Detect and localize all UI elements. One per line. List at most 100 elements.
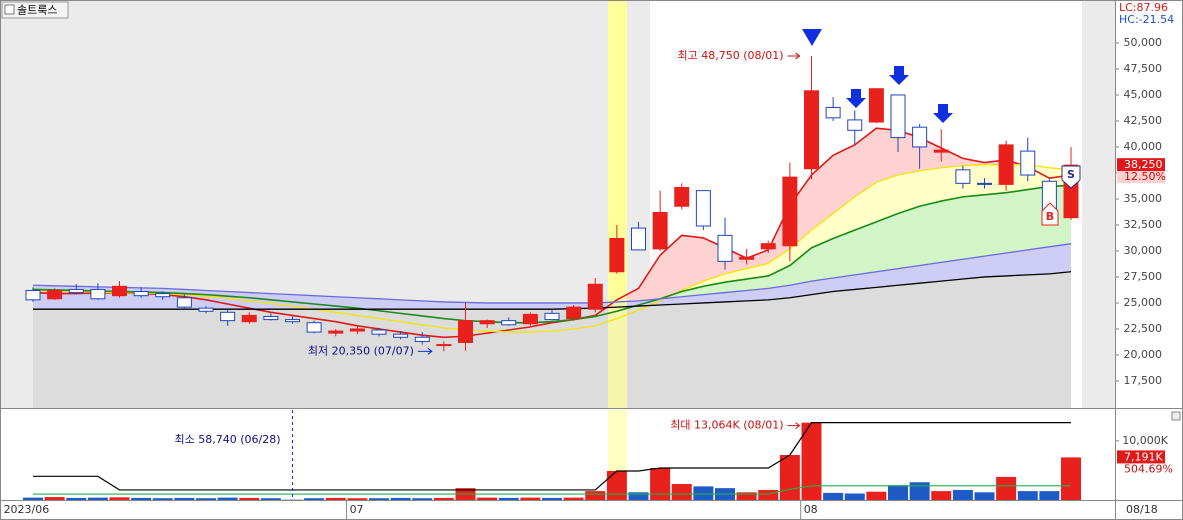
candle-body bbox=[544, 312, 560, 321]
volume-bar bbox=[196, 498, 216, 500]
candle-body bbox=[285, 319, 300, 323]
candle-body bbox=[587, 283, 603, 310]
y-tick-label: 20,000 bbox=[1124, 348, 1163, 361]
candle-body bbox=[825, 106, 841, 119]
y-tick-label: 25,000 bbox=[1124, 296, 1163, 309]
volume-bar bbox=[801, 422, 822, 500]
candle-body bbox=[263, 315, 279, 321]
volume-bar bbox=[131, 497, 152, 500]
volume-bar bbox=[542, 497, 562, 500]
pane-close-button[interactable] bbox=[1171, 411, 1181, 421]
annotation-arrow bbox=[787, 422, 801, 430]
volume-bar bbox=[866, 491, 887, 500]
candle-body bbox=[133, 291, 149, 297]
annotation-arrow bbox=[417, 347, 433, 355]
volume-bar bbox=[888, 485, 908, 500]
stock-tab[interactable] bbox=[1, 1, 69, 19]
change-label: 12.50% bbox=[1124, 170, 1166, 183]
stock-name: 솔트룩스 bbox=[17, 4, 57, 17]
candle-body bbox=[717, 234, 733, 262]
y-tick-label: 17,500 bbox=[1124, 374, 1163, 387]
candle-body bbox=[112, 285, 127, 297]
y-tick-label: 42,500 bbox=[1124, 114, 1163, 127]
candle-body bbox=[782, 176, 798, 247]
volume-bar bbox=[931, 491, 952, 500]
volume-bar bbox=[996, 476, 1017, 500]
candle-body bbox=[631, 227, 646, 251]
candle-body bbox=[890, 94, 906, 139]
price-flag-label: 38,250 bbox=[1124, 158, 1163, 171]
min-annotation: 최소 58,740 (06/28) bbox=[174, 433, 280, 446]
candle-body bbox=[501, 320, 517, 326]
volume-bar bbox=[520, 497, 541, 500]
volume-bar bbox=[585, 491, 606, 500]
y-tick-label: 22,500 bbox=[1124, 322, 1163, 335]
candle-body bbox=[47, 289, 63, 300]
volume-bar bbox=[260, 498, 281, 500]
max-annotation: 최대 13,064K (08/01) bbox=[670, 419, 783, 432]
candle-body bbox=[933, 149, 949, 153]
candle-body bbox=[804, 90, 819, 170]
y-tick-label: 10,000K bbox=[1122, 434, 1168, 447]
x-tick-label: 07 bbox=[350, 503, 364, 516]
y-tick-label: 27,500 bbox=[1124, 270, 1163, 283]
volume-bar bbox=[304, 498, 325, 500]
y-tick-label: 40,000 bbox=[1124, 140, 1163, 153]
volume-bar bbox=[347, 498, 368, 500]
volume-bar bbox=[779, 455, 800, 500]
change-flag bbox=[1117, 171, 1165, 184]
volume-bar bbox=[606, 470, 627, 500]
candle-body bbox=[155, 293, 171, 298]
volume-bar bbox=[758, 489, 779, 500]
volume-bar bbox=[325, 497, 346, 500]
volume-bar bbox=[1061, 457, 1081, 500]
candle-body bbox=[436, 344, 452, 347]
candle-body bbox=[868, 88, 884, 123]
candle-body bbox=[328, 330, 344, 334]
candle-body bbox=[998, 144, 1014, 185]
y-tick-label: 30,000 bbox=[1124, 244, 1163, 257]
candle-body bbox=[414, 336, 430, 342]
volume-bar bbox=[671, 484, 692, 500]
volume-bar bbox=[44, 497, 65, 500]
y-tick-label: 45,000 bbox=[1124, 88, 1163, 101]
candle-body bbox=[912, 126, 928, 148]
candle-body bbox=[198, 307, 214, 312]
volume-bar bbox=[736, 492, 757, 500]
y-tick-label: 50,000 bbox=[1124, 36, 1163, 49]
candle-body bbox=[349, 328, 365, 332]
x-tick-label: 2023/06 bbox=[4, 503, 50, 516]
volume-bar bbox=[23, 497, 43, 500]
volume-bar bbox=[628, 492, 649, 500]
volume-bar bbox=[693, 486, 714, 500]
volume-pane bbox=[0, 410, 1115, 500]
ma-band bbox=[33, 271, 1071, 408]
low-annotation: 최저 20,350 (07/07) bbox=[308, 344, 414, 357]
moving-average-line bbox=[32, 184, 1072, 324]
x-end-label: 08/18 bbox=[1126, 503, 1158, 516]
volume-bar bbox=[282, 499, 303, 500]
indicator-label: LC:87.96 bbox=[1119, 1, 1168, 14]
volume-bar bbox=[974, 492, 995, 500]
volume-bar bbox=[498, 497, 519, 500]
moving-average-line bbox=[32, 243, 1072, 304]
candle-body bbox=[371, 329, 387, 335]
volume-line bbox=[33, 485, 1071, 495]
ma-band bbox=[33, 185, 1071, 323]
volume-bar bbox=[844, 493, 865, 500]
tab-checkbox[interactable] bbox=[4, 4, 15, 15]
volume-bar bbox=[433, 497, 454, 500]
x-tick-label: 08 bbox=[804, 503, 818, 516]
volume-bar bbox=[390, 497, 411, 500]
volume-line bbox=[33, 422, 1071, 491]
sell-label: S bbox=[1067, 168, 1075, 181]
volume-bar bbox=[650, 468, 671, 500]
ma-band bbox=[33, 128, 1071, 338]
moving-average-line bbox=[32, 163, 1072, 333]
candle-body bbox=[652, 211, 668, 250]
volume-change-label: 504.69% bbox=[1124, 462, 1173, 475]
candle-body bbox=[220, 311, 236, 322]
y-tick-label: 32,500 bbox=[1124, 218, 1163, 231]
volume-bar bbox=[66, 497, 87, 500]
